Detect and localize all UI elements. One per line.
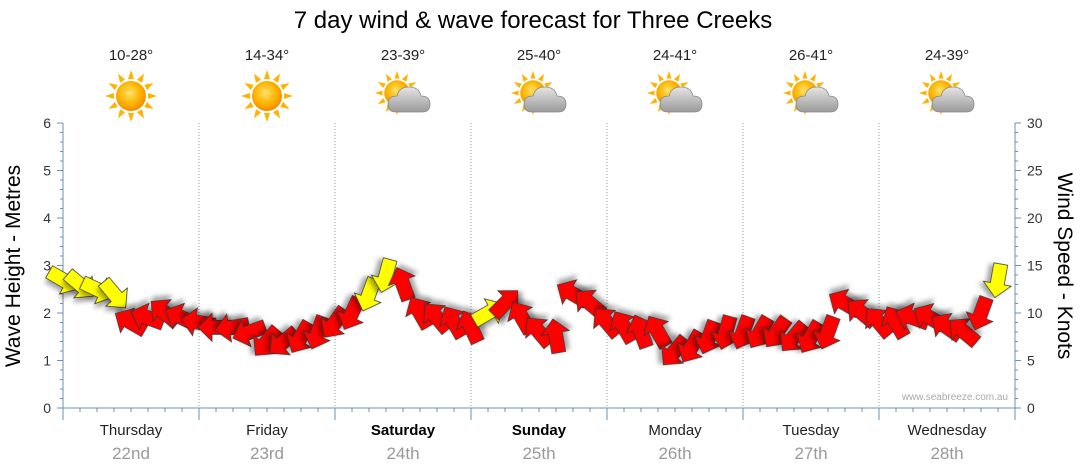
weather-row: 10-28° 14-34° 23-39° 25-40° 24-41° 26-41° 24-3… — [105, 47, 975, 122]
left-axis-ticks: 0 1 2 3 4 5 6 — [43, 115, 63, 416]
sunny-icon — [105, 70, 157, 122]
day-label: Sunday — [512, 422, 567, 439]
right-tick-label: 20 — [1027, 210, 1043, 226]
left-tick-label: 6 — [43, 115, 51, 131]
date-label: 26th — [658, 444, 691, 463]
right-tick-label: 15 — [1027, 258, 1043, 274]
wind-arrow — [780, 319, 811, 352]
wind-arrow — [625, 314, 654, 350]
wind-arrow — [336, 295, 366, 330]
wind-arrow — [643, 315, 673, 350]
day-label: Saturday — [371, 422, 436, 439]
right-tick-label: 30 — [1027, 115, 1043, 131]
temperature-range: 23-39° — [381, 47, 425, 64]
day-label: Tuesday — [783, 422, 840, 439]
left-tick-label: 2 — [43, 305, 51, 321]
partly-cloudy-icon — [646, 70, 703, 116]
wind-arrow — [796, 318, 826, 353]
right-axis-ticks: 0 5 10 15 20 25 30 — [1015, 115, 1043, 416]
day-label: Wednesday — [908, 422, 987, 439]
wind-arrow — [982, 262, 1013, 299]
temperature-range: 25-40° — [517, 47, 561, 64]
right-tick-label: 10 — [1027, 305, 1043, 321]
temperature-range: 24-41° — [653, 47, 697, 64]
partly-cloudy-icon — [918, 70, 975, 116]
minor-ticks — [62, 408, 1016, 420]
grid-lines — [198, 123, 880, 408]
wind-arrow — [97, 276, 128, 309]
partly-cloudy-icon — [510, 70, 567, 116]
day-label: Thursday — [100, 422, 163, 439]
temperature-range: 24-39° — [925, 47, 969, 64]
wind-arrow — [353, 276, 382, 312]
date-label: 23rd — [250, 444, 284, 463]
chart-title: 7 day wind & wave forecast for Three Cre… — [294, 7, 772, 34]
temperature-range: 10-28° — [109, 47, 153, 64]
left-axis-title: Wave Height - Metres — [2, 165, 25, 367]
wind-arrow — [661, 333, 692, 366]
date-label: 27th — [794, 444, 827, 463]
day-label: Monday — [648, 422, 702, 439]
left-tick-label: 0 — [43, 400, 51, 416]
wind-arrow — [965, 295, 994, 331]
date-label: 22nd — [112, 444, 150, 463]
wind-arrow — [812, 314, 841, 350]
wind-arrow — [488, 290, 519, 321]
credit-text: www.seabreeze.com.au — [901, 392, 1008, 403]
date-label: 28th — [930, 444, 963, 463]
wind-arrow — [949, 318, 982, 349]
wind-arrow — [387, 267, 416, 303]
wind-arrow — [286, 318, 316, 353]
wind-arrow — [693, 318, 722, 355]
sunny-icon — [241, 70, 293, 122]
temperature-range: 14-34° — [245, 47, 289, 64]
wind-arrow — [540, 318, 571, 355]
day-label: Friday — [246, 422, 288, 439]
wind-arrows — [45, 257, 1013, 366]
right-tick-label: 0 — [1027, 400, 1035, 416]
left-tick-label: 4 — [43, 210, 51, 226]
x-axis-labels: Thursday 22nd Friday 23rd Saturday 24th Sunday… — [100, 422, 987, 463]
left-tick-label: 3 — [43, 258, 51, 274]
left-tick-label: 5 — [43, 163, 51, 179]
plot-area: 0 1 2 3 4 5 6 0 5 10 15 20 25 30 www.seabreeze.com.a… — [43, 115, 1043, 420]
wind-arrow — [232, 319, 268, 348]
date-label: 25th — [522, 444, 555, 463]
temperature-range: 26-41° — [789, 47, 833, 64]
partly-cloudy-icon — [782, 70, 839, 116]
right-axis-title: Wind Speed - Knots — [1053, 173, 1076, 360]
partly-cloudy-icon — [374, 70, 431, 116]
right-tick-label: 25 — [1027, 163, 1043, 179]
wind-arrow — [881, 306, 911, 341]
date-label: 24th — [386, 444, 419, 463]
wind-arrow — [269, 325, 302, 356]
left-tick-label: 1 — [43, 353, 51, 369]
right-tick-label: 5 — [1027, 353, 1035, 369]
